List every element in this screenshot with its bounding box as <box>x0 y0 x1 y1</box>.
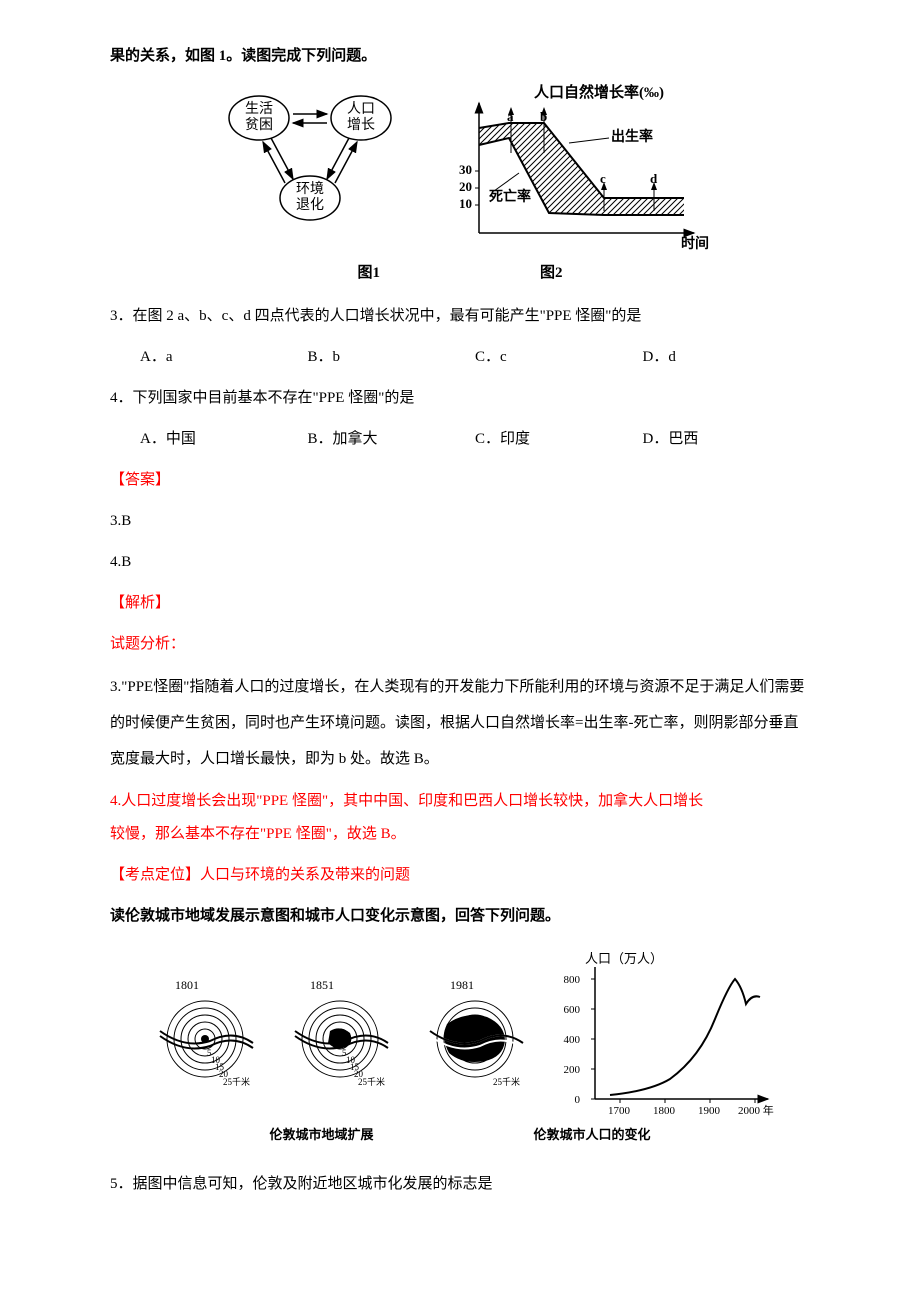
intro-continuation: 果的关系，如图 1。读图完成下列问题。 <box>110 40 810 73</box>
q3-opt-a: A．a <box>140 341 308 374</box>
explain-4-l1: 4.人口过度增长会出现"PPE 怪圈"，其中中国、印度和巴西人口增长较快，加拿大… <box>110 785 810 818</box>
svg-text:25千米: 25千米 <box>358 1076 385 1087</box>
ytick-30: 30 <box>459 162 472 177</box>
figure-row: 生活 贫困 人口 增长 环境 退化 人口自然增长率(‰) 时间 <box>110 83 810 253</box>
node-life-l2: 贫困 <box>245 117 273 133</box>
death-label: 死亡率 <box>488 188 531 205</box>
explain-4-l2: 较慢，那么基本不存在"PPE 怪圈"，故选 B。 <box>110 818 810 851</box>
q3-opt-c: C．c <box>475 341 643 374</box>
london-pop-chart: 人口（万人） 0 200 400 600 800 1700 1800 1900 … <box>550 949 780 1119</box>
london-maps: 5 10 15 20 25千米 1801 5 10 15 20 25千米 185… <box>140 959 540 1109</box>
svg-text:2000 年: 2000 年 <box>738 1103 774 1117</box>
pt-a: a <box>507 109 514 124</box>
fig1-caption: 图1 <box>357 257 380 290</box>
answer-header: 【答案】 <box>110 464 810 497</box>
london-caption-left: 伦敦城市地域扩展 <box>269 1121 373 1150</box>
year-1801: 1801 <box>175 978 199 992</box>
pt-c: c <box>600 171 606 186</box>
answer-3: 3.B <box>110 505 810 538</box>
q4-opt-b: B．加拿大 <box>308 423 476 456</box>
svg-text:1900: 1900 <box>698 1105 721 1117</box>
pt-b: b <box>540 109 547 124</box>
q4-opt-c: C．印度 <box>475 423 643 456</box>
svg-text:600: 600 <box>564 1004 581 1016</box>
birth-label: 出生率 <box>611 128 653 145</box>
node-env-l1: 环境 <box>296 181 324 197</box>
ytick-20: 20 <box>459 179 472 194</box>
node-life-l1: 生活 <box>245 101 273 117</box>
london-row: 5 10 15 20 25千米 1801 5 10 15 20 25千米 185… <box>110 949 810 1119</box>
q5-stem: 5．据图中信息可知，伦敦及附近地区城市化发展的标志是 <box>110 1168 810 1201</box>
topic-line: 【考点定位】人口与环境的关系及带来的问题 <box>110 859 810 892</box>
svg-text:200: 200 <box>564 1064 581 1076</box>
figure-captions: 图1 图2 <box>110 257 810 290</box>
node-env-l2: 退化 <box>296 197 324 213</box>
svg-text:1700: 1700 <box>608 1105 631 1117</box>
q4-stem: 4．下列国家中目前基本不存在"PPE 怪圈"的是 <box>110 382 810 415</box>
pop-title: 人口（万人） <box>585 951 663 966</box>
year-1981: 1981 <box>450 978 474 992</box>
node-pop-l1: 人口 <box>347 101 375 117</box>
svg-text:25千米: 25千米 <box>493 1076 520 1087</box>
node-pop-l2: 增长 <box>347 117 375 133</box>
q4-options: A．中国 B．加拿大 C．印度 D．巴西 <box>140 423 810 456</box>
london-captions: 伦敦城市地域扩展 伦敦城市人口的变化 <box>110 1121 810 1150</box>
ppe-diagram: 生活 贫困 人口 增长 环境 退化 <box>211 83 411 243</box>
xlabel-time: 时间 <box>681 235 709 252</box>
q3-stem: 3．在图 2 a、b、c、d 四点代表的人口增长状况中，最有可能产生"PPE 怪… <box>110 300 810 333</box>
svg-text:1800: 1800 <box>653 1105 676 1117</box>
svg-text:400: 400 <box>564 1034 581 1046</box>
pt-d: d <box>650 171 658 186</box>
london-caption-right: 伦敦城市人口的变化 <box>534 1121 651 1150</box>
explain-3: 3."PPE怪圈"指随着人口的过度增长，在人类现有的开发能力下所能利用的环境与资… <box>110 669 810 777</box>
q3-options: A．a B．b C．c D．d <box>140 341 810 374</box>
fig2-caption: 图2 <box>540 257 563 290</box>
svg-text:0: 0 <box>575 1094 581 1106</box>
rate-title: 人口自然增长率(‰) <box>534 83 664 101</box>
svg-text:25千米: 25千米 <box>223 1076 250 1087</box>
svg-text:800: 800 <box>564 974 581 986</box>
answer-4: 4.B <box>110 546 810 579</box>
year-1851: 1851 <box>310 978 334 992</box>
analysis-sub: 试题分析： <box>110 628 810 661</box>
rate-chart: 人口自然增长率(‰) 时间 10 20 30 a b c d 出生率 死亡率 <box>439 83 709 253</box>
ytick-10: 10 <box>459 196 472 211</box>
analysis-header: 【解析】 <box>110 587 810 620</box>
q3-opt-b: B．b <box>308 341 476 374</box>
q4-opt-a: A．中国 <box>140 423 308 456</box>
london-intro: 读伦敦城市地域发展示意图和城市人口变化示意图，回答下列问题。 <box>110 900 810 933</box>
q4-opt-d: D．巴西 <box>643 423 811 456</box>
q3-opt-d: D．d <box>643 341 811 374</box>
